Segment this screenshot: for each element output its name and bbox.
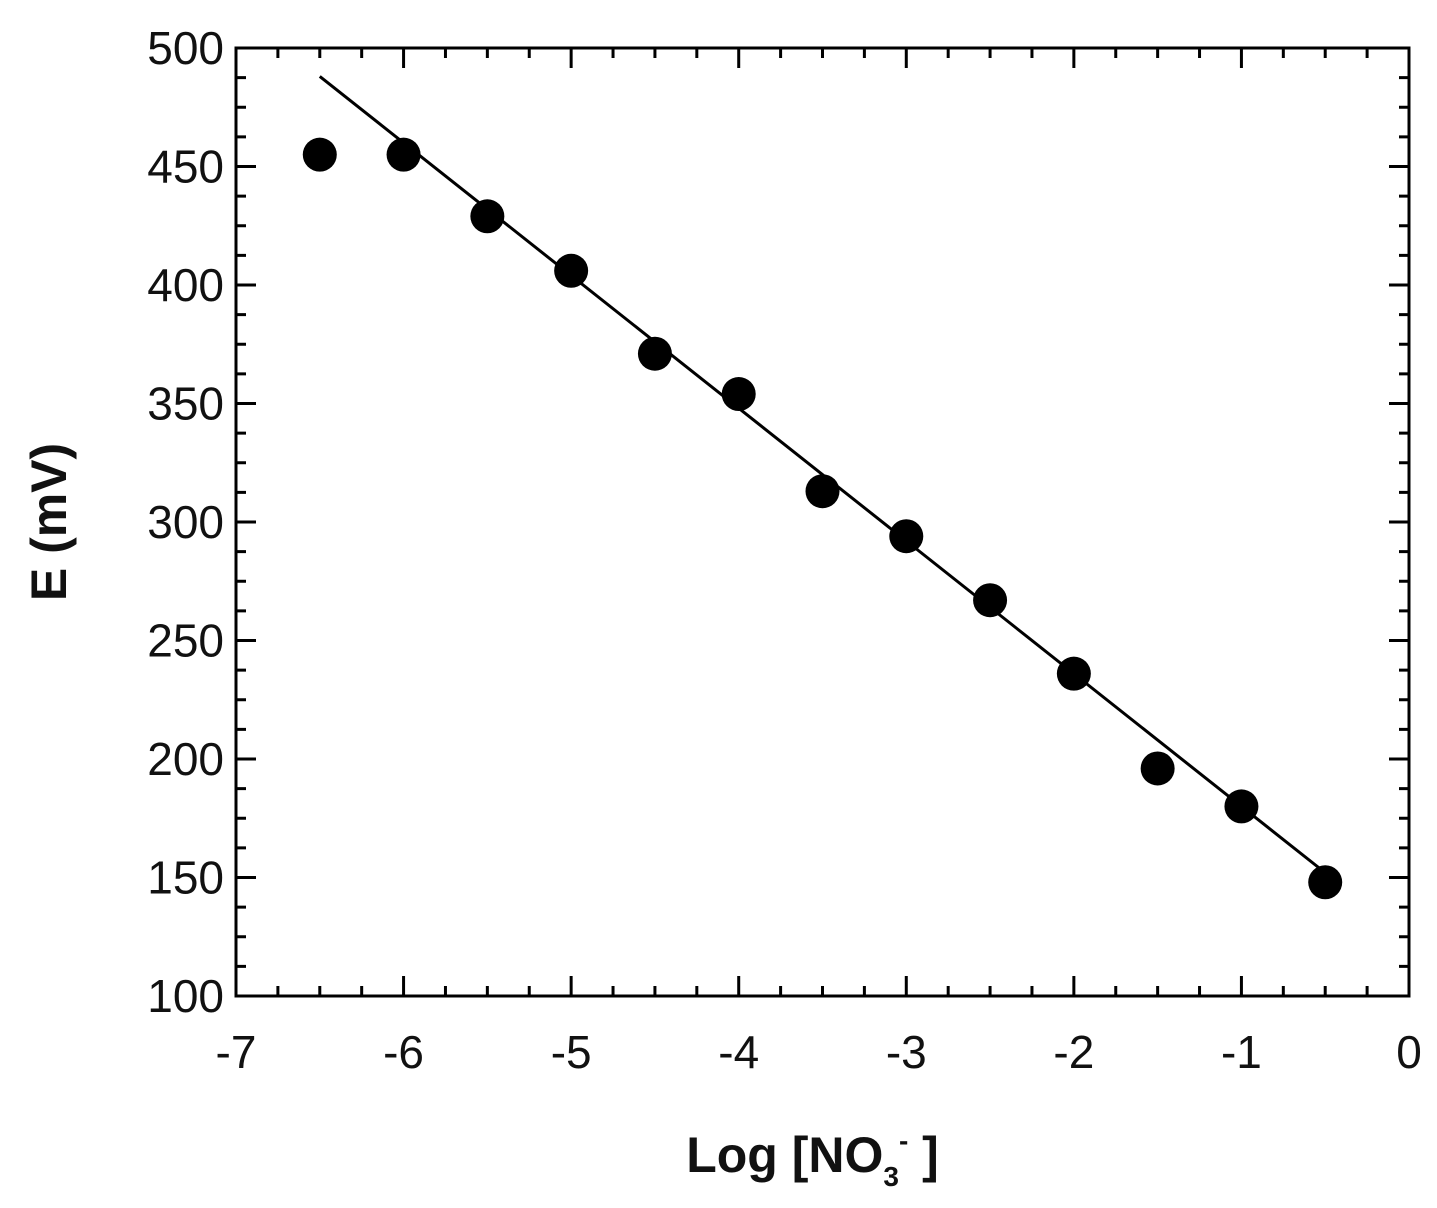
y-tick-label: 100 <box>147 970 224 1022</box>
data-point <box>805 474 840 509</box>
x-axis-title-subscript: 3 <box>883 1161 899 1192</box>
x-tick-label: -7 <box>216 1026 257 1078</box>
y-axis-title: E (mV) <box>21 443 77 601</box>
x-axis-title-prefix: Log [NO <box>686 1127 883 1183</box>
data-points <box>302 137 1343 900</box>
y-tick-label: 350 <box>147 378 224 430</box>
x-axis-title-superscript: - <box>899 1125 908 1156</box>
x-tick-label: -3 <box>886 1026 927 1078</box>
data-point <box>1308 865 1343 900</box>
data-point <box>386 137 421 172</box>
axis-ticks <box>234 46 1411 998</box>
y-tick-label: 250 <box>147 615 224 667</box>
x-tick-label: 0 <box>1396 1026 1422 1078</box>
plot-frame <box>234 46 1411 998</box>
y-tick-label: 150 <box>147 852 224 904</box>
data-point <box>554 253 589 288</box>
data-point <box>637 336 672 371</box>
data-point <box>721 377 756 412</box>
x-axis-title-suffix: ] <box>908 1127 939 1183</box>
y-tick-label: 300 <box>147 496 224 548</box>
x-tick-label: -1 <box>1221 1026 1262 1078</box>
data-point <box>1140 751 1175 786</box>
data-point <box>1056 656 1091 691</box>
data-point <box>889 519 924 554</box>
y-tick-label: 400 <box>147 259 224 311</box>
data-point <box>973 583 1008 618</box>
y-tick-label: 200 <box>147 733 224 785</box>
x-axis-title: Log [NO3- ] <box>686 1125 939 1192</box>
data-point <box>302 137 337 172</box>
x-tick-label: -4 <box>718 1026 759 1078</box>
x-tick-label: -2 <box>1053 1026 1094 1078</box>
y-tick-label: 500 <box>147 22 224 74</box>
y-tick-label: 450 <box>147 141 224 193</box>
data-point <box>1224 789 1259 824</box>
tick-labels: -7 -6 -5 -4 -3 -2 -1 0 100 150 200 250 300 350 400 450 5… <box>147 22 1422 1078</box>
x-tick-label: -5 <box>551 1026 592 1078</box>
x-tick-label: -6 <box>383 1026 424 1078</box>
data-point <box>470 199 505 234</box>
